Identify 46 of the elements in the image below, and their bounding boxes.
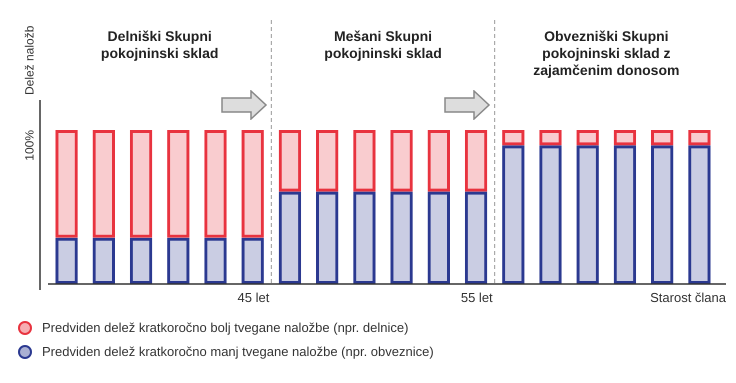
bar (55, 238, 78, 284)
text: Delniški Skupni pokojninski sklad (100, 28, 218, 61)
bar (204, 238, 227, 284)
bar (428, 130, 450, 192)
bar (651, 145, 674, 284)
y-axis-title: Delež naložb (22, 25, 36, 95)
text: 55 let (460, 290, 494, 306)
bar (353, 192, 376, 284)
bar (167, 130, 190, 238)
bar (502, 130, 524, 146)
bar (316, 192, 338, 284)
text: Mešani Skupni pokojninski sklad (324, 28, 442, 61)
bar (688, 145, 711, 284)
bar (353, 130, 376, 192)
bar (242, 130, 264, 238)
bar (614, 130, 636, 146)
legend-label: Predviden delež kratkoročno bolj tvegane naložbe (npr. delnice) (42, 320, 408, 335)
bar (390, 130, 413, 192)
bar (92, 130, 115, 238)
bar (316, 130, 338, 192)
x-axis-title: Starost člana (650, 290, 727, 306)
bar (278, 130, 302, 192)
bar (651, 130, 674, 146)
bar (688, 130, 711, 146)
text: Obvezniški Skupni pokojninski sklad z zajamčenim donosom (533, 28, 680, 78)
legend-label: Predviden delež kratkoročno manj tvegane naložbe (npr. obveznice) (42, 344, 434, 359)
bar (167, 238, 190, 284)
bar (204, 130, 227, 238)
bar (614, 145, 636, 284)
bar (502, 145, 524, 284)
bar (130, 130, 152, 238)
bar (55, 130, 78, 238)
bar (278, 192, 302, 284)
text: 45 let (238, 290, 270, 306)
bar (576, 130, 599, 146)
bar (242, 238, 264, 284)
bar (130, 238, 152, 284)
bar (428, 192, 450, 284)
bar (92, 238, 115, 284)
text: 100% (22, 130, 36, 161)
bar (464, 192, 488, 284)
bar (464, 130, 488, 192)
bar (539, 145, 562, 284)
bar (576, 145, 599, 284)
bar (539, 130, 562, 146)
bar (390, 192, 413, 284)
